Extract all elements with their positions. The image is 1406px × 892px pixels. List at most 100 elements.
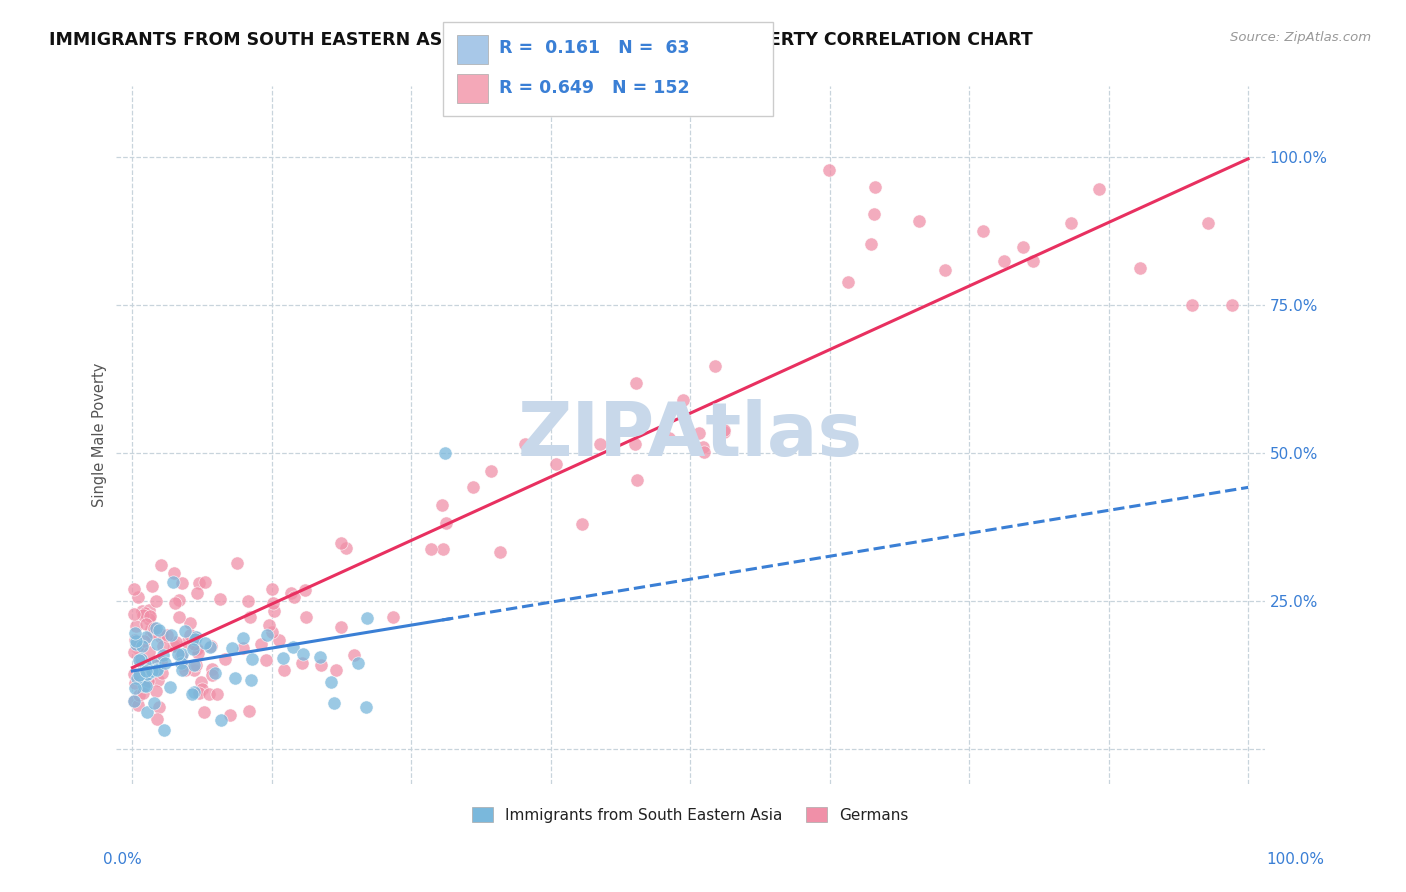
- Point: [321, 675, 343, 690]
- Point: [124, 618, 146, 632]
- Point: [128, 653, 150, 667]
- Point: [294, 609, 316, 624]
- Point: [692, 440, 714, 454]
- Point: [238, 594, 260, 608]
- Point: [292, 647, 315, 661]
- Point: [155, 656, 177, 670]
- Point: [330, 620, 353, 634]
- Point: [688, 426, 710, 441]
- Point: [136, 706, 159, 720]
- Point: [163, 639, 186, 653]
- Point: [136, 674, 159, 689]
- Point: [214, 652, 236, 666]
- Point: [138, 667, 160, 681]
- Point: [240, 652, 263, 666]
- Point: [127, 639, 149, 653]
- Point: [354, 699, 377, 714]
- Point: [190, 675, 212, 690]
- Point: [134, 660, 156, 674]
- Point: [194, 636, 217, 650]
- Point: [239, 673, 262, 687]
- Point: [658, 430, 681, 444]
- Point: [145, 684, 167, 698]
- Point: [356, 610, 378, 624]
- Point: [221, 641, 243, 656]
- Point: [145, 621, 167, 635]
- Point: [436, 516, 458, 530]
- Point: [153, 723, 176, 738]
- Point: [1197, 216, 1219, 230]
- Point: [136, 666, 159, 681]
- Point: [837, 275, 859, 289]
- Point: [138, 608, 160, 623]
- Point: [124, 633, 146, 648]
- Point: [122, 645, 145, 659]
- Text: 0.0%: 0.0%: [103, 852, 142, 867]
- Point: [179, 615, 201, 630]
- Point: [132, 665, 155, 679]
- Text: R = 0.649   N = 152: R = 0.649 N = 152: [499, 79, 690, 97]
- Point: [128, 668, 150, 682]
- Point: [209, 592, 232, 607]
- Point: [122, 582, 145, 597]
- Point: [142, 625, 165, 640]
- Point: [127, 698, 149, 713]
- Point: [347, 657, 370, 671]
- Point: [135, 665, 157, 679]
- Text: R =  0.161   N =  63: R = 0.161 N = 63: [499, 39, 689, 57]
- Point: [218, 708, 240, 723]
- Point: [281, 640, 304, 654]
- Point: [160, 628, 183, 642]
- Point: [186, 641, 208, 656]
- Point: [183, 657, 205, 672]
- Point: [124, 681, 146, 695]
- Point: [145, 594, 167, 608]
- Point: [198, 640, 221, 654]
- Point: [135, 616, 157, 631]
- Point: [908, 214, 931, 228]
- Point: [132, 686, 155, 700]
- Point: [127, 640, 149, 655]
- Point: [194, 574, 217, 589]
- Point: [225, 557, 247, 571]
- Point: [184, 642, 207, 657]
- Point: [122, 694, 145, 708]
- Point: [170, 656, 193, 670]
- Point: [122, 607, 145, 622]
- Point: [232, 640, 254, 655]
- Point: [183, 664, 205, 678]
- Point: [1011, 240, 1033, 254]
- Point: [571, 516, 593, 531]
- Point: [145, 712, 167, 726]
- Point: [150, 666, 173, 681]
- Point: [267, 632, 290, 647]
- Point: [201, 668, 224, 682]
- Point: [187, 686, 209, 700]
- Point: [224, 671, 246, 685]
- Point: [626, 474, 648, 488]
- Point: [329, 536, 352, 550]
- Point: [138, 670, 160, 684]
- Point: [1022, 254, 1045, 268]
- Point: [128, 688, 150, 702]
- Point: [260, 625, 283, 640]
- Point: [134, 606, 156, 620]
- Point: [193, 705, 215, 719]
- Point: [146, 657, 169, 671]
- Point: [335, 541, 357, 555]
- Point: [238, 705, 260, 719]
- Point: [254, 653, 277, 667]
- Point: [122, 667, 145, 681]
- Point: [165, 596, 187, 610]
- Point: [489, 545, 512, 559]
- Point: [170, 663, 193, 677]
- Point: [134, 633, 156, 648]
- Point: [693, 445, 716, 459]
- Point: [145, 658, 167, 673]
- Point: [183, 642, 205, 657]
- Point: [152, 628, 174, 642]
- Point: [280, 585, 302, 599]
- Point: [863, 207, 886, 221]
- Point: [184, 632, 207, 646]
- Point: [271, 651, 294, 665]
